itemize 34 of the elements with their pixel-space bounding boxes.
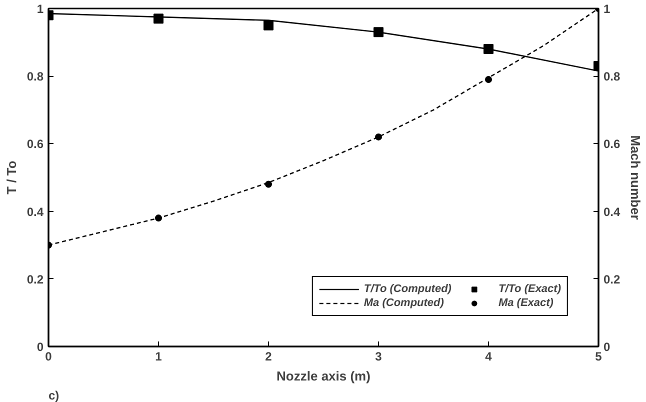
y2-tick-label: 1	[604, 2, 610, 16]
y2-tick-label: 0.8	[604, 70, 621, 84]
y-tick-label: 0.8	[26, 70, 44, 84]
y2-tick-label: 0.2	[604, 272, 621, 286]
text: c)	[48, 388, 60, 402]
x-tick-label: 5	[595, 350, 602, 364]
y-tick-label: 0.6	[26, 137, 44, 152]
x-tick-label: 1	[155, 350, 162, 364]
point	[154, 14, 164, 24]
y-tick-label: 0.4	[26, 204, 44, 219]
legend-label: Ma (Computed)	[364, 297, 444, 309]
x-axis-title: Nozzle axis (m)	[276, 368, 370, 384]
point	[484, 44, 494, 54]
y2-tick-label: 0.6	[604, 137, 621, 152]
point	[264, 20, 274, 30]
point	[155, 214, 162, 222]
y-tick-label: 1	[36, 2, 44, 16]
y-tick-label: 0	[36, 340, 44, 354]
point	[485, 76, 492, 83]
point	[374, 27, 384, 38]
y2-tick-label: 0.4	[604, 204, 621, 219]
x-tick-label: 0	[45, 350, 52, 364]
y2-axis-title: Mach number	[628, 135, 644, 220]
point	[375, 133, 382, 140]
y2-tick-label: 0	[604, 340, 610, 354]
legend-label: T/To (Computed)	[364, 283, 452, 295]
x-tick-label: 2	[265, 350, 272, 364]
legend-label: Ma (Exact)	[498, 297, 554, 309]
x-tick-label: 3	[375, 350, 382, 364]
y-tick-label: 0.2	[26, 272, 44, 286]
point	[265, 180, 272, 188]
x-tick-label: 4	[485, 350, 492, 364]
legend-label: T/To (Exact)	[498, 283, 561, 295]
y-axis-title: T / To	[4, 160, 19, 194]
